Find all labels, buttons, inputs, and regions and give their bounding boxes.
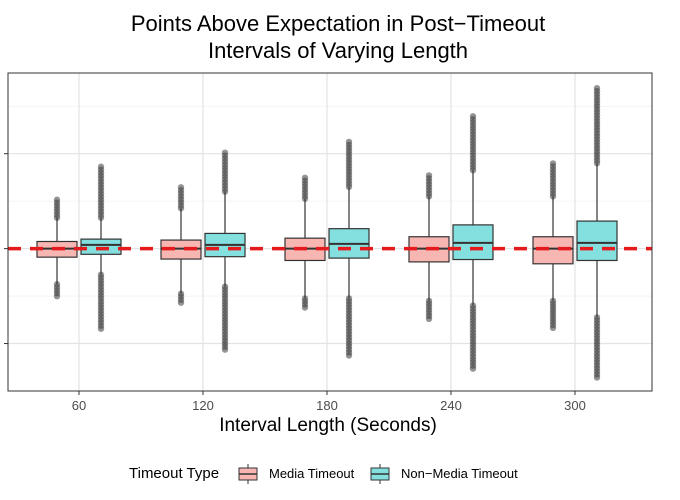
outlier-point [177, 184, 185, 191]
box-1-4 [576, 84, 618, 381]
outlier-point [425, 315, 433, 323]
legend: Timeout Type Media Timeout Non−Media Tim… [129, 464, 518, 484]
outlier-point [97, 325, 105, 332]
outlier-point [345, 138, 353, 146]
plot-panel-border [7, 72, 653, 392]
legend-label-media-timeout: Media Timeout [269, 466, 355, 481]
outlier-point [469, 113, 477, 120]
x-tick-label: 120 [192, 398, 214, 413]
outlier-point [425, 172, 433, 179]
outlier-point [301, 174, 309, 181]
box-1-3 [452, 113, 494, 372]
box-0-4 [532, 160, 574, 332]
chart-title-line-2: Intervals of Varying Length [208, 38, 468, 63]
legend-item-non-media-timeout: Non−Media Timeout [370, 464, 518, 484]
x-tick-label: 60 [72, 398, 86, 413]
outlier-point [301, 304, 309, 311]
x-tick-label: 300 [564, 398, 586, 413]
x-axis-title: Interval Length (Seconds) [219, 415, 437, 436]
box-0-1 [160, 184, 202, 306]
outlier-point [177, 299, 185, 306]
chart-title-line-1: Points Above Expectation in Post−Timeout [131, 11, 545, 36]
outlier-point [53, 196, 61, 203]
box-series [36, 84, 618, 381]
x-axis: 60 120 180 240 300 [72, 391, 586, 413]
outlier-point [593, 84, 601, 92]
legend-title: Timeout Type [129, 465, 219, 482]
box-body [576, 220, 618, 262]
outlier-point [549, 324, 557, 332]
box-1-2 [328, 138, 370, 359]
outlier-point [549, 160, 557, 167]
outlier-point [469, 365, 477, 372]
outlier-point [53, 293, 61, 300]
box-1-0 [80, 163, 122, 332]
x-tick-label: 180 [316, 398, 338, 413]
legend-item-media-timeout: Media Timeout [238, 464, 355, 484]
outlier-point [97, 163, 105, 170]
x-tick-label: 240 [440, 398, 462, 413]
outlier-point [593, 374, 601, 381]
plot-panel [7, 72, 653, 392]
legend-label-non-media-timeout: Non−Media Timeout [401, 466, 518, 481]
box-1-1 [204, 149, 246, 353]
outlier-point [221, 149, 229, 156]
y-axis-ticks [4, 153, 8, 345]
outlier-point [221, 346, 229, 353]
box-body [80, 238, 122, 255]
outlier-point [345, 352, 353, 359]
